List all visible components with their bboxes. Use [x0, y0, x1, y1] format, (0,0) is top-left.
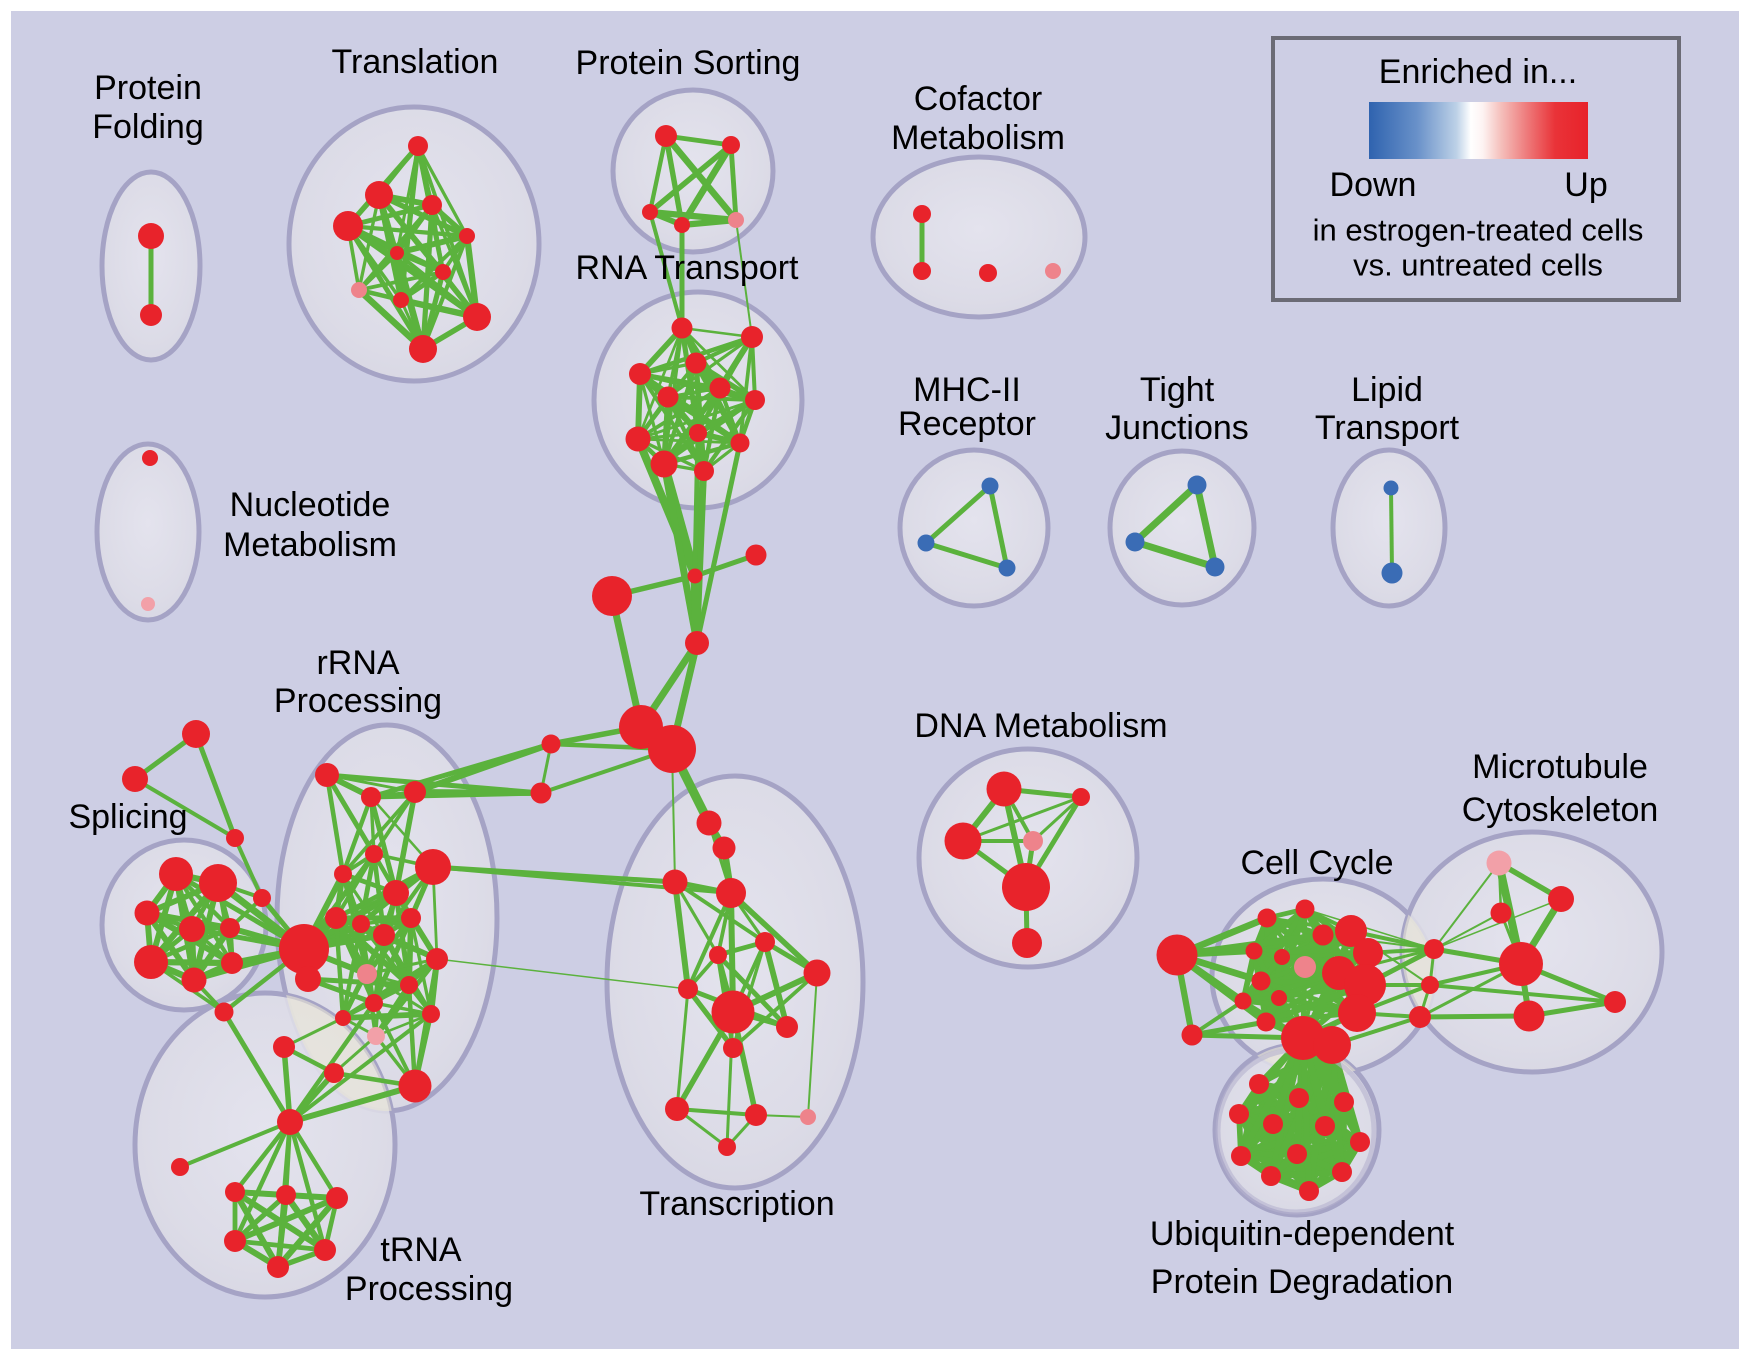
svg-text:Ubiquitin-dependent: Ubiquitin-dependent [1150, 1215, 1455, 1253]
svg-text:Down: Down [1330, 166, 1417, 204]
svg-text:Cell Cycle: Cell Cycle [1240, 844, 1393, 882]
svg-text:Up: Up [1564, 166, 1607, 204]
svg-text:Receptor: Receptor [898, 405, 1036, 443]
svg-text:tRNA: tRNA [380, 1231, 462, 1269]
svg-text:Transport: Transport [1315, 409, 1460, 447]
svg-text:in estrogen-treated cells: in estrogen-treated cells [1313, 213, 1644, 248]
svg-text:Transcription: Transcription [639, 1185, 834, 1223]
svg-text:Splicing: Splicing [68, 798, 187, 836]
svg-text:Metabolism: Metabolism [223, 526, 397, 564]
svg-text:Lipid: Lipid [1351, 371, 1423, 409]
svg-text:RNA Transport: RNA Transport [576, 249, 800, 287]
svg-text:Cofactor: Cofactor [914, 80, 1043, 118]
svg-text:Junctions: Junctions [1105, 409, 1249, 447]
svg-text:Protein Sorting: Protein Sorting [576, 44, 801, 82]
svg-text:Microtubule: Microtubule [1472, 748, 1648, 786]
svg-text:DNA Metabolism: DNA Metabolism [914, 707, 1167, 745]
svg-text:Processing: Processing [345, 1270, 513, 1308]
svg-text:Folding: Folding [92, 108, 204, 146]
svg-text:Cytoskeleton: Cytoskeleton [1462, 791, 1659, 829]
svg-text:Processing: Processing [274, 682, 442, 720]
svg-text:MHC-II: MHC-II [913, 371, 1021, 409]
svg-text:vs. untreated cells: vs. untreated cells [1353, 248, 1603, 283]
svg-text:Metabolism: Metabolism [891, 119, 1065, 157]
svg-text:Tight: Tight [1140, 371, 1215, 409]
svg-text:Protein: Protein [94, 69, 202, 107]
svg-text:Translation: Translation [332, 43, 499, 81]
svg-text:Nucleotide: Nucleotide [230, 486, 391, 524]
svg-text:Protein Degradation: Protein Degradation [1151, 1263, 1453, 1301]
svg-text:rRNA: rRNA [316, 644, 399, 682]
svg-text:Enriched in...: Enriched in... [1379, 53, 1577, 91]
